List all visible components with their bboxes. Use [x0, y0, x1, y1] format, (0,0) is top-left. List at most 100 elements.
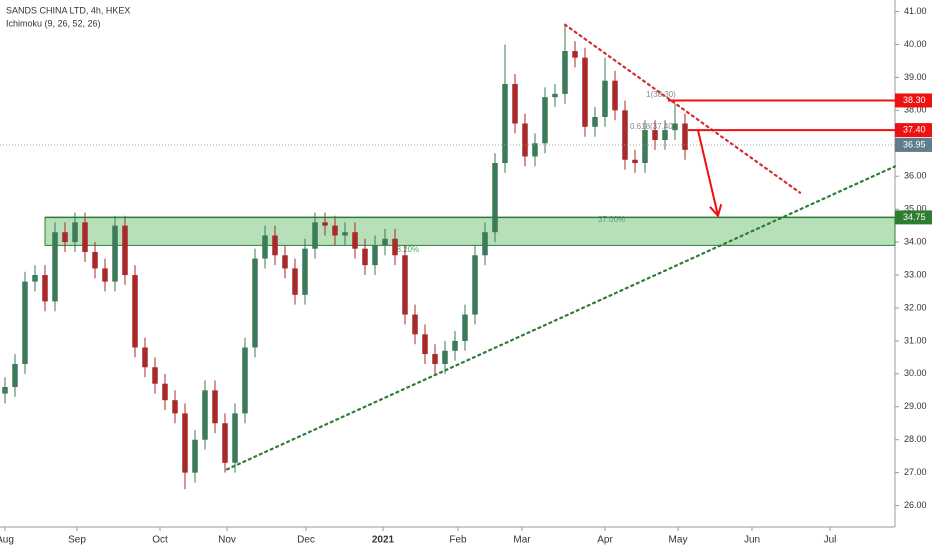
candle-body	[652, 130, 658, 140]
y-tick-label: 40.00	[904, 39, 927, 49]
x-tick-label: Aug	[0, 535, 14, 546]
candle-body	[372, 245, 378, 266]
support-zone	[44, 216, 896, 246]
candle-body	[92, 251, 98, 269]
candle-body	[312, 222, 318, 249]
candle-body	[152, 367, 158, 384]
candle-body	[82, 222, 88, 252]
x-tick-label: Nov	[218, 535, 236, 546]
candle-body	[242, 347, 248, 414]
price-flag-label: 36.95	[903, 139, 926, 149]
candle-body	[292, 268, 298, 295]
x-tick-label: Dec	[297, 535, 315, 546]
candle-body	[632, 159, 638, 164]
candle-body	[302, 248, 308, 295]
indicator-label: Ichimoku (9, 26, 52, 26)	[6, 18, 101, 28]
candle-body	[482, 232, 488, 256]
candle-body	[362, 248, 368, 266]
candle-body	[192, 439, 198, 473]
candle-body	[102, 268, 108, 282]
x-tick-label: Apr	[597, 535, 613, 546]
y-tick-label: 32.00	[904, 302, 927, 312]
price-flag	[895, 123, 932, 138]
y-tick-label: 29.00	[904, 401, 927, 411]
price-flag-label: 38.30	[903, 95, 926, 105]
price-flag	[895, 93, 932, 108]
candle-body	[572, 51, 578, 58]
chart-title: SANDS CHINA LTD, 4h, HKEX	[6, 5, 130, 15]
candle-body	[42, 275, 48, 302]
candle-body	[432, 354, 438, 364]
trendline	[563, 23, 802, 194]
candle-body	[502, 83, 508, 164]
candle-body	[172, 400, 178, 414]
candle-body	[382, 238, 388, 246]
y-tick-label: 36.00	[904, 171, 927, 181]
candle-body	[352, 232, 358, 249]
candle-body	[32, 275, 38, 282]
fib-label: 37.00%	[598, 215, 625, 224]
candle-body	[582, 57, 588, 127]
arrow-head	[709, 203, 723, 218]
candle-body	[282, 255, 288, 269]
candle-body	[112, 225, 118, 282]
candle-body	[262, 235, 268, 259]
x-tick-label: Mar	[513, 535, 531, 546]
y-tick-label: 26.00	[904, 500, 927, 510]
candle-body	[492, 163, 498, 233]
candle-body	[642, 130, 648, 164]
candle-body	[212, 390, 218, 424]
y-tick-label: 34.00	[904, 236, 927, 246]
candle-body	[472, 255, 478, 315]
y-tick-label: 27.00	[904, 467, 927, 477]
candle-body	[272, 235, 278, 256]
candle-body	[552, 93, 558, 98]
candle-body	[402, 255, 408, 315]
y-tick-label: 39.00	[904, 72, 927, 82]
candle-body	[422, 334, 428, 355]
candle-body	[52, 232, 58, 302]
candle-body	[162, 383, 168, 401]
fib-label: 38.20%	[392, 245, 419, 254]
fib-label: 0.618(37.40)	[630, 122, 676, 131]
y-tick-label: 31.00	[904, 335, 927, 345]
candle-body	[132, 275, 138, 348]
candle-body	[522, 123, 528, 157]
candle-body	[532, 143, 538, 157]
x-tick-label: 2021	[372, 535, 395, 546]
y-tick-label: 28.00	[904, 434, 927, 444]
candle-body	[142, 347, 148, 368]
candle-body	[12, 363, 18, 388]
candle-body	[542, 97, 548, 144]
candle-body	[332, 225, 338, 236]
candle-body	[122, 225, 128, 276]
y-tick-label: 33.00	[904, 269, 927, 279]
price-flag-label: 37.40	[903, 124, 926, 134]
candle-body	[2, 387, 8, 394]
candle-body	[662, 130, 668, 140]
x-tick-label: Jun	[744, 535, 760, 546]
candle-body	[202, 390, 208, 440]
candle-body	[252, 258, 258, 348]
candle-body	[612, 80, 618, 111]
x-tick-label: May	[669, 535, 688, 546]
x-tick-label: Feb	[449, 535, 467, 546]
candle-body	[392, 238, 398, 256]
price-flag-label: 34.75	[903, 212, 926, 222]
candle-body	[412, 314, 418, 335]
price-flag	[895, 210, 932, 225]
candle-body	[462, 314, 468, 341]
candle-body	[62, 232, 68, 243]
candle-body	[512, 83, 518, 124]
candle-body	[22, 281, 28, 364]
y-tick-label: 38.00	[904, 105, 927, 115]
y-tick-label: 35.00	[904, 204, 927, 214]
x-tick-label: Sep	[68, 535, 86, 546]
x-tick-label: Jul	[824, 535, 837, 546]
candle-body	[622, 110, 628, 160]
candle-body	[562, 51, 568, 94]
candle-body	[182, 413, 188, 473]
candle-body	[602, 80, 608, 117]
